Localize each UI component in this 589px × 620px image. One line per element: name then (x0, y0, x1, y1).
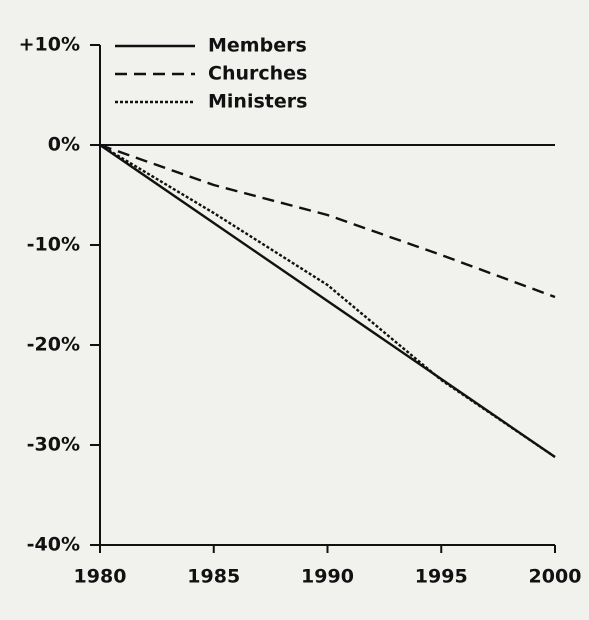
y-tick-label: -30% (27, 434, 80, 456)
x-tick-label: 1980 (74, 566, 127, 588)
x-tick-label: 1985 (187, 566, 240, 588)
legend-label: Churches (208, 63, 307, 85)
y-tick-label: -20% (27, 334, 80, 356)
x-tick-label: 2000 (529, 566, 582, 588)
x-tick-label: 1995 (415, 566, 468, 588)
legend-label: Ministers (208, 91, 307, 113)
y-tick-label: +10% (19, 34, 80, 56)
y-tick-label: -10% (27, 234, 80, 256)
series-line (99, 143, 556, 458)
legend-label: Members (208, 35, 307, 57)
series-line (99, 143, 556, 299)
x-tick-label: 1990 (301, 566, 354, 588)
y-tick-label: 0% (48, 134, 80, 156)
series-line (99, 144, 556, 458)
y-tick-label: -40% (27, 534, 80, 556)
